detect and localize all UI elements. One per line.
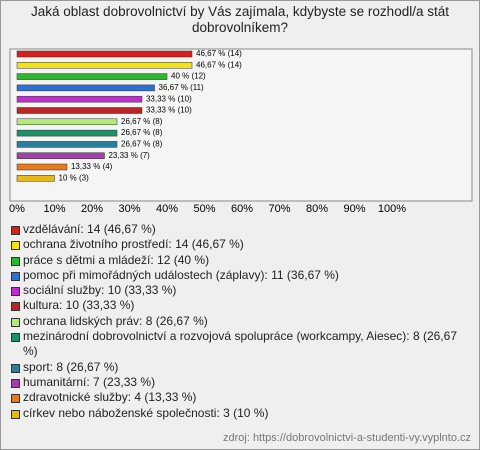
legend-item: práce s dětmi a mládeží: 12 (40 %) bbox=[11, 253, 473, 268]
bar bbox=[16, 163, 68, 171]
x-tick-label: 70% bbox=[268, 203, 290, 215]
legend-item: pomoc při mimořádných událostech (záplav… bbox=[11, 268, 473, 283]
value-label: 26,67 % (8) bbox=[121, 117, 163, 126]
bar bbox=[16, 107, 143, 114]
x-tick-label: 100% bbox=[378, 203, 406, 215]
bar bbox=[16, 175, 55, 182]
legend-label: vzdělávání: 14 (46,67 %) bbox=[23, 222, 156, 236]
x-tick-label: 0% bbox=[9, 203, 25, 215]
value-label: 10 % (3) bbox=[59, 173, 90, 182]
x-tick-label: 50% bbox=[193, 203, 215, 215]
legend-swatch bbox=[11, 256, 20, 266]
legend: vzdělávání: 14 (46,67 %) ochrana životníh… bbox=[11, 222, 473, 421]
value-label: 26,67 % (8) bbox=[121, 140, 163, 149]
legend-label: církev nebo náboženské společnosti: 3 (1… bbox=[23, 405, 269, 420]
bar bbox=[16, 118, 118, 126]
legend-label: humanitární: 7 (23,33 %) bbox=[23, 374, 156, 389]
legend-label: pomoc při mimořádných událostech (záplav… bbox=[23, 267, 339, 282]
value-label: 33,33 % (10) bbox=[146, 106, 192, 115]
legend-label: ochrana životního prostředí: 14 (46,67 %… bbox=[23, 237, 244, 252]
legend-swatch bbox=[11, 241, 20, 251]
x-tick-label: 90% bbox=[343, 203, 365, 215]
legend-swatch bbox=[11, 378, 20, 388]
bar bbox=[16, 129, 118, 137]
legend-label: sport: 8 (26,67 %) bbox=[23, 359, 119, 374]
legend-swatch bbox=[11, 226, 20, 235]
bar bbox=[16, 84, 155, 92]
bar bbox=[16, 50, 193, 58]
legend-item: sociální služby: 10 (33,33 %) bbox=[11, 283, 473, 298]
legend-item: sport: 8 (26,67 %) bbox=[11, 360, 473, 375]
legend-item: mezinárodní dobrovolnictví a rozvojová s… bbox=[11, 329, 473, 360]
bar bbox=[16, 141, 118, 148]
bar bbox=[16, 62, 193, 69]
x-tick-label: 20% bbox=[81, 203, 103, 215]
chart-title: Jaká oblast dobrovolnictví by Vás zajíma… bbox=[31, 4, 449, 35]
value-label: 23,33 % (7) bbox=[108, 151, 150, 160]
legend-swatch bbox=[11, 394, 20, 404]
value-label: 36,67 % (11) bbox=[159, 83, 205, 92]
legend-swatch bbox=[11, 333, 20, 343]
legend-item: ochrana životního prostředí: 14 (46,67 %… bbox=[11, 237, 473, 252]
legend-item: církev nebo náboženské společnosti: 3 (1… bbox=[11, 406, 473, 421]
legend-label: kultura: 10 (33,33 %) bbox=[23, 298, 135, 313]
value-label: 33,33 % (10) bbox=[146, 94, 192, 103]
legend-swatch bbox=[11, 409, 20, 419]
bar bbox=[16, 73, 168, 80]
x-tick-label: 40% bbox=[156, 203, 178, 215]
legend-item: humanitární: 7 (23,33 %) bbox=[11, 375, 473, 390]
x-tick-label: 60% bbox=[231, 203, 253, 215]
legend-label: zdravotnické služby: 4 (13,33 %) bbox=[23, 390, 197, 405]
value-label: 40 % (12) bbox=[171, 72, 206, 81]
legend-swatch bbox=[11, 302, 20, 312]
legend-swatch bbox=[11, 363, 20, 373]
source: zdroj: https://dobrovolnictvi-a-studenti… bbox=[222, 432, 471, 444]
value-label: 46,67 % (14) bbox=[196, 60, 242, 69]
legend-item: ochrana lidských práv: 8 (26,67 %) bbox=[11, 314, 473, 329]
x-tick-label: 10% bbox=[43, 203, 65, 215]
x-tick-label: 30% bbox=[118, 203, 140, 215]
legend-item: kultura: 10 (33,33 %) bbox=[11, 298, 473, 313]
legend-label: sociální služby: 10 (33,33 %) bbox=[23, 283, 177, 298]
legend-label: mezinárodní dobrovolnictví a rozvojová s… bbox=[23, 329, 457, 359]
x-tick-label: 80% bbox=[306, 203, 328, 215]
legend-item: zdravotnické služby: 4 (13,33 %) bbox=[11, 390, 473, 405]
legend-swatch bbox=[11, 317, 20, 327]
bar bbox=[16, 152, 105, 159]
legend-swatch bbox=[11, 287, 20, 297]
value-label: 46,67 % (14) bbox=[196, 49, 242, 58]
value-label: 13,33 % (4) bbox=[71, 162, 113, 171]
legend-label: ochrana lidských práv: 8 (26,67 %) bbox=[23, 313, 208, 328]
legend-swatch bbox=[11, 271, 20, 281]
value-label: 26,67 % (8) bbox=[121, 128, 163, 137]
bar bbox=[16, 95, 143, 103]
legend-label: práce s dětmi a mládeží: 12 (40 %) bbox=[23, 252, 210, 267]
legend-item: vzdělávání: 14 (46,67 %) bbox=[11, 222, 473, 237]
